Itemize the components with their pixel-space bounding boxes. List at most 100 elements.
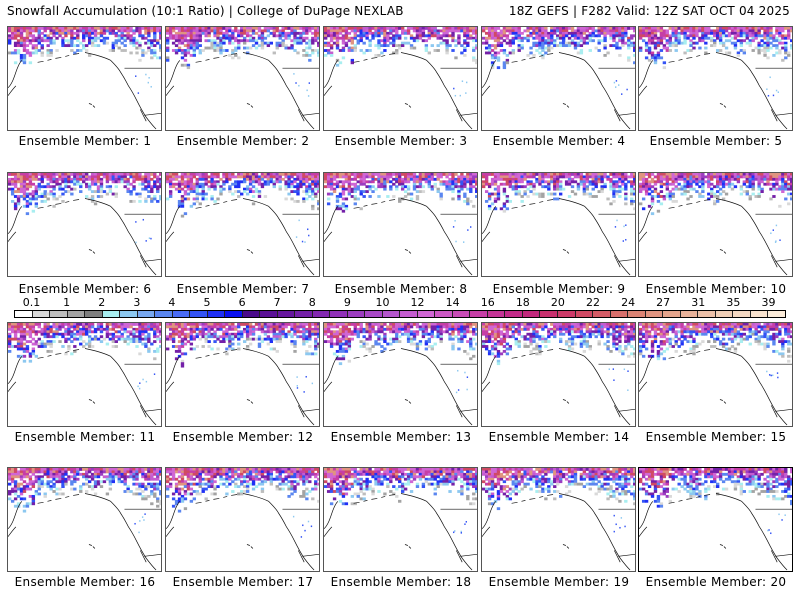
colorbar-cell — [645, 311, 664, 317]
colorbar-tick-label: 1 — [63, 296, 71, 309]
coastline-borders — [639, 198, 792, 276]
colorbar-tick-label: 2 — [98, 296, 106, 309]
ensemble-map-panel[interactable] — [7, 467, 162, 572]
ensemble-map-panel[interactable] — [165, 26, 320, 131]
coastline-borders — [8, 348, 161, 426]
snowfall-map — [482, 27, 635, 130]
ensemble-member-label: Ensemble Member: 1 — [18, 134, 152, 148]
ensemble-map-panel[interactable] — [165, 172, 320, 277]
ensemble-member-label: Ensemble Member: 7 — [176, 282, 310, 296]
hawaii-islands — [88, 249, 96, 254]
colorbar-tick-label: 8 — [308, 296, 316, 309]
ensemble-map-panel[interactable] — [7, 322, 162, 427]
hawaii-islands — [246, 249, 254, 254]
ensemble-member-label: Ensemble Member: 8 — [334, 282, 468, 296]
snowfall-field — [166, 173, 319, 218]
snowfall-field — [482, 323, 635, 366]
ensemble-map-panel[interactable] — [481, 172, 636, 277]
ensemble-member-label: Ensemble Member: 17 — [172, 575, 314, 589]
colorbar-tick-label: 4 — [168, 296, 176, 309]
ensemble-map-panel[interactable] — [323, 467, 478, 572]
ensemble-member-label: Ensemble Member: 14 — [488, 430, 630, 444]
colorbar-cell — [277, 311, 296, 317]
snowfall-field — [324, 173, 477, 213]
colorbar-tick-label: 5 — [203, 296, 211, 309]
colorbar-tick-label: 10 — [375, 296, 390, 309]
coastline-borders — [324, 348, 477, 426]
ensemble-map-panel[interactable] — [323, 172, 478, 277]
hawaii-islands — [88, 399, 96, 404]
coastline-borders — [166, 348, 319, 426]
ensemble-member-label: Ensemble Member: 6 — [18, 282, 152, 296]
ensemble-map-panel[interactable] — [165, 322, 320, 427]
ensemble-member-label: Ensemble Member: 18 — [330, 575, 472, 589]
ensemble-map-panel[interactable] — [638, 26, 793, 131]
hawaii-islands — [562, 103, 570, 108]
ensemble-map-panel[interactable] — [7, 26, 162, 131]
ensemble-map-panel[interactable] — [638, 467, 793, 572]
colorbar-cell — [610, 311, 629, 317]
snowfall-map — [8, 173, 161, 276]
coastline-borders — [166, 493, 319, 571]
colorbar-cell — [32, 311, 51, 317]
coastline-borders — [482, 52, 635, 130]
colorbar-cell — [505, 311, 523, 317]
hawaii-islands — [246, 544, 254, 549]
ensemble-map-panel[interactable] — [481, 26, 636, 131]
coastline-borders — [324, 52, 477, 130]
ensemble-map-panel[interactable] — [638, 322, 793, 427]
coastline-borders — [639, 493, 792, 571]
ensemble-map-panel[interactable] — [323, 26, 478, 131]
colorbar-cell — [487, 311, 506, 317]
colorbar-cell — [260, 311, 278, 317]
ensemble-map-panel[interactable] — [323, 322, 478, 427]
snowfall-field — [482, 468, 635, 511]
ensemble-member-label: Ensemble Member: 19 — [488, 575, 630, 589]
ensemble-map-panel[interactable] — [638, 172, 793, 277]
snowfall-field — [482, 173, 635, 213]
coastline-borders — [166, 52, 319, 130]
snowfall-map — [8, 27, 161, 130]
snowfall-map — [324, 323, 477, 426]
coastline-borders — [324, 198, 477, 276]
snowfall-map — [8, 468, 161, 571]
ensemble-member-label: Ensemble Member: 5 — [649, 134, 783, 148]
ensemble-map-panel[interactable] — [7, 172, 162, 277]
snowfall-field — [324, 323, 477, 366]
hawaii-islands — [562, 399, 570, 404]
colorbar-cell — [242, 311, 261, 317]
ensemble-map-panel[interactable] — [481, 467, 636, 572]
colorbar-tick-label: 3 — [133, 296, 141, 309]
ensemble-member-label: Ensemble Member: 10 — [645, 282, 787, 296]
snowfall-field — [639, 173, 792, 216]
colorbar-tick-label: 22 — [586, 296, 600, 309]
ensemble-member-label: Ensemble Member: 4 — [492, 134, 626, 148]
snowfall-field — [8, 173, 161, 216]
snowfall-map — [639, 173, 792, 276]
hawaii-islands — [404, 544, 412, 549]
ensemble-member-label: Ensemble Member: 12 — [172, 430, 314, 444]
snowfall-field — [324, 27, 477, 67]
snowfall-field — [324, 468, 477, 506]
colorbar-tick-label: 18 — [515, 296, 530, 309]
snowfall-field — [166, 468, 319, 513]
snowfall-map — [166, 468, 319, 571]
snowfall-map — [639, 27, 792, 130]
ensemble-map-panel[interactable] — [165, 467, 320, 572]
colorbar-cell — [190, 311, 208, 317]
colorbar-cell — [522, 311, 541, 317]
colorbar-cell — [295, 311, 313, 317]
snowfall-field — [166, 27, 319, 70]
coastline-borders — [482, 198, 635, 276]
colorbar-cell — [557, 311, 576, 317]
hawaii-islands — [719, 249, 727, 254]
colorbar-cell — [628, 311, 646, 317]
colorbar-tick-label: 20 — [550, 296, 565, 309]
coastline-borders — [324, 493, 477, 571]
colorbar-cell — [207, 311, 226, 317]
coastline-borders — [8, 493, 161, 571]
ensemble-map-panel[interactable] — [481, 322, 636, 427]
model-run-info: 18Z GEFS | F282 Valid: 12Z SAT OCT 04 20… — [508, 4, 790, 18]
ensemble-member-label: Ensemble Member: 13 — [330, 430, 472, 444]
colorbar-cell — [715, 311, 734, 317]
